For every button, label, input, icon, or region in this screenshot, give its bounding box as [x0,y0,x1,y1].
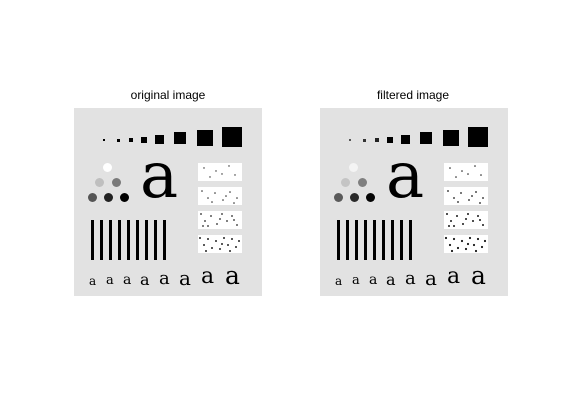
small-letter-a: a [405,268,416,289]
small-letter-a: a [352,273,360,288]
square-8 [222,127,242,147]
bar-4 [364,220,367,260]
square-2 [363,139,366,142]
square-4 [141,137,147,143]
small-letter-a: a [425,266,437,290]
bar-3 [355,220,358,260]
bar-9 [163,220,166,260]
bar-1 [337,220,340,260]
circle-dark-3 [120,193,129,202]
big-letter-a: a [140,139,179,213]
square-3 [375,138,379,142]
bar-4 [118,220,121,260]
circle-white [349,163,358,172]
small-letter-a: a [106,273,114,288]
small-letter-a: a [369,272,378,288]
square-7 [443,130,459,146]
square-1 [349,139,351,141]
circle-dark-1 [334,193,343,202]
bar-8 [400,220,403,260]
bar-7 [145,220,148,260]
original-panel: original image a [68,0,268,310]
circle-dark-3 [366,193,375,202]
small-letter-a: a [201,264,215,289]
small-letter-a: a [225,261,240,290]
small-letter-a: a [447,264,461,289]
circle-dark-2 [350,193,359,202]
bar-9 [409,220,412,260]
small-letter-a: a [89,274,97,288]
small-letter-a: a [140,270,150,289]
filtered-panel: filtered image a [313,0,513,310]
noise-patches [198,163,242,253]
original-image: a [74,108,262,296]
square-8 [468,127,488,147]
noise-patches [444,163,488,253]
square-1 [103,139,105,141]
bar-6 [382,220,385,260]
square-4 [387,137,393,143]
small-letter-a: a [471,261,486,290]
bar-8 [154,220,157,260]
square-5 [401,135,410,144]
circle-mid [358,178,367,187]
bar-5 [127,220,130,260]
circle-light [95,178,104,187]
bar-3 [109,220,112,260]
bar-5 [373,220,376,260]
bar-1 [91,220,94,260]
filtered-image: a [320,108,508,296]
bar-7 [391,220,394,260]
square-5 [155,135,164,144]
original-image-title: original image [130,88,206,102]
bar-2 [100,220,103,260]
square-7 [197,130,213,146]
square-3 [129,138,133,142]
small-letter-a: a [179,266,191,290]
small-letter-a: a [386,270,396,289]
small-letter-a: a [335,274,343,288]
small-letter-a: a [159,268,170,289]
filtered-image-title: filtered image [376,88,450,102]
circle-dark-1 [88,193,97,202]
circle-dark-2 [104,193,113,202]
square-6 [174,132,186,144]
circle-white [103,163,112,172]
bar-6 [136,220,139,260]
circle-light [341,178,350,187]
circle-mid [112,178,121,187]
square-2 [117,139,120,142]
small-letter-a: a [123,272,132,288]
big-letter-a: a [386,139,425,213]
bar-2 [346,220,349,260]
square-6 [420,132,432,144]
